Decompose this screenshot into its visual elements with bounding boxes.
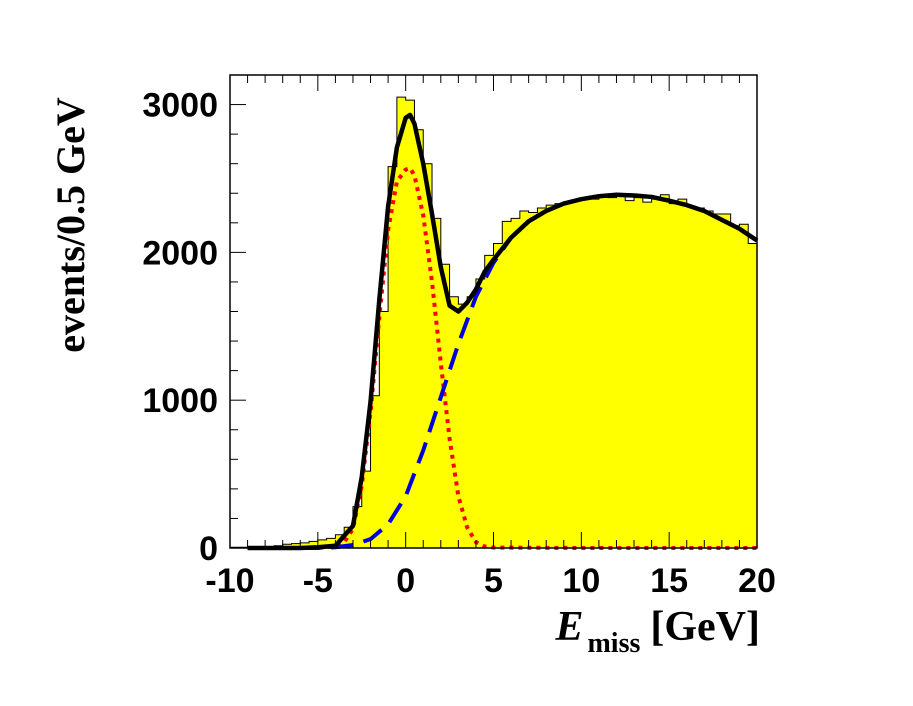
histogram-bar [634,197,644,548]
histogram-bar [414,129,424,549]
histogram-bar [739,224,749,548]
histogram-bar [554,203,565,549]
histogram-bar [730,225,740,549]
x-axis-title-symbol: E [554,604,583,650]
histogram-bar [695,208,705,548]
x-tick-label: 5 [484,562,503,600]
histogram-bar [616,194,626,548]
histogram-bars [230,97,758,549]
y-tick-labels: 0 1000 2000 3000 [142,87,218,568]
histogram-bar [388,166,398,549]
histogram-bar [677,199,688,548]
histogram-bar [467,296,477,548]
histogram-bar [598,196,609,549]
histogram-bar [352,506,363,548]
x-tick-label: -5 [303,562,333,600]
histogram-bar [686,206,696,548]
histogram-bar [502,221,512,548]
histogram-bar [405,100,415,549]
histogram-bar [537,208,547,548]
x-tick-label: 10 [562,562,600,600]
histogram-bar [713,213,723,548]
histogram-bar [432,218,442,549]
histogram-bar [607,197,617,548]
histogram-bar [625,200,635,548]
x-tick-label: 15 [650,562,688,600]
histogram-bar [344,527,354,548]
histogram-bar [546,205,556,548]
histogram-bar [704,210,714,549]
histogram-bar [528,212,538,548]
x-tick-label: 20 [738,562,776,600]
y-tick-label: 1000 [142,382,218,420]
histogram-bar [379,311,389,548]
histogram-bar [581,197,591,548]
histogram-bar [370,395,380,548]
total-fit-curve [247,112,759,551]
histogram-bar [396,97,407,548]
histogram-bar [475,278,486,548]
histogram-bar [423,163,433,548]
x-tick-label: -10 [205,562,254,600]
histogram-outline [229,96,758,548]
x-tick-labels: -10 -5 0 5 10 15 20 [205,562,775,600]
histogram-bar [563,202,573,548]
x-tick-label: 0 [396,562,415,600]
histogram-bar [511,218,521,549]
y-tick-label: 2000 [142,234,218,272]
histogram-bar [440,264,450,548]
histogram-bar [660,194,670,548]
x-axis-title-unit: [GeV] [650,604,760,650]
y-tick-label: 0 [199,530,218,568]
histogram-bar [590,199,600,548]
y-axis-title: events/0.5 GeV [48,97,93,353]
histogram-bar [317,539,328,548]
histogram-bar [572,200,582,548]
x-axis-title-subscript: miss [587,628,640,659]
histogram-bar [651,199,661,548]
histogram-bar [484,255,494,549]
histogram-bar [309,541,319,548]
y-tick-label: 3000 [142,87,218,125]
histogram-bar [326,538,336,548]
histogram-bar [642,202,652,548]
histogram-bar [361,471,371,548]
histogram-bar [300,542,310,548]
axis-ticks [229,74,758,549]
histogram-bar [748,243,758,548]
histogram-bar [669,203,679,549]
histogram-bar [458,304,468,548]
histogram-bar [721,213,732,548]
histogram-bar [519,210,530,549]
histogram-bar [493,243,503,548]
histogram-bar [449,296,459,548]
fit-curves [247,112,759,551]
